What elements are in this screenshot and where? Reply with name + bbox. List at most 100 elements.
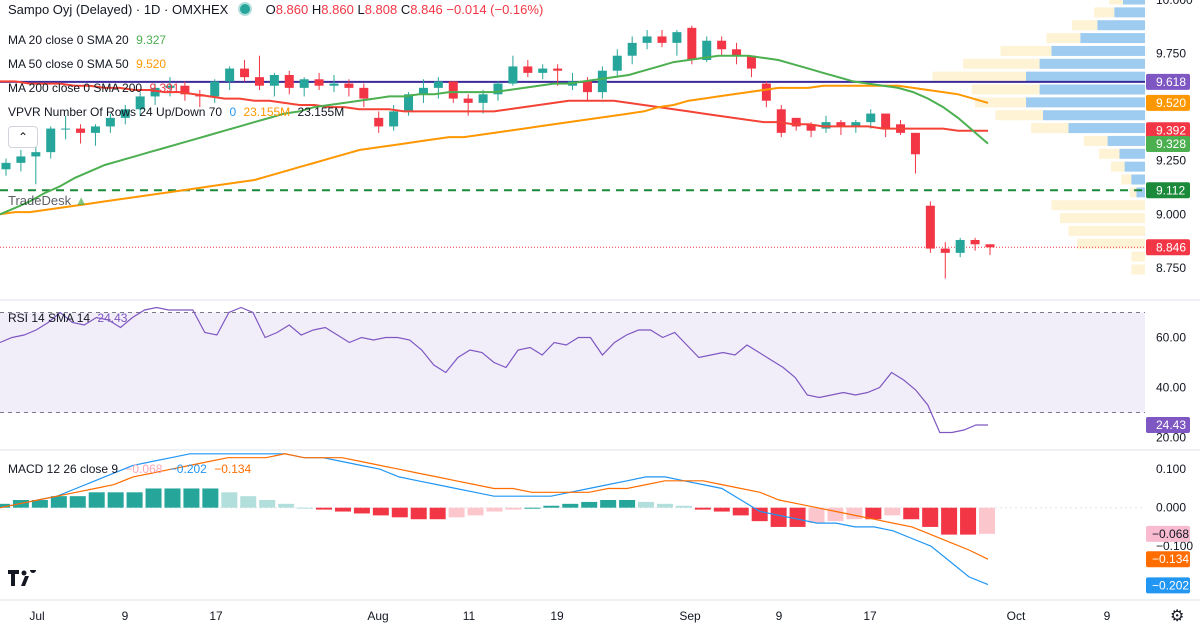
candle-body [791, 117, 801, 127]
rsi-label: RSI 14 SMA 14 [8, 311, 91, 325]
collapse-legend-button[interactable]: ⌃ [8, 126, 38, 148]
candle-body [746, 55, 756, 69]
candle-body [776, 109, 786, 133]
macd-histogram-bar [960, 507, 977, 535]
macd-signal-line [0, 453, 989, 560]
vpvr-up-bar [1107, 135, 1145, 146]
ma50-legend[interactable]: MA 50 close 0 SMA 50 9.520 [8, 56, 170, 72]
change-value: −0.014 (−0.16%) [446, 2, 544, 17]
candle-body [165, 85, 175, 88]
macd-histogram-bar [0, 503, 10, 508]
price-badge-text: 9.328 [1156, 137, 1186, 151]
price-badge [1146, 73, 1190, 90]
price-badge-text: 9.392 [1156, 123, 1186, 137]
tradedesk-label[interactable]: TradeDesk ▲ [8, 193, 88, 208]
macd-histogram-bar [789, 507, 806, 527]
macd-histogram-bar [694, 507, 711, 510]
macd-axis-label: −0.100 [1156, 539, 1193, 553]
vpvr-down-bar [1031, 123, 1069, 134]
macd-histogram-bar [543, 505, 560, 508]
candle-body [940, 248, 950, 253]
ma20-legend[interactable]: MA 20 close 0 SMA 20 9.327 [8, 32, 170, 48]
macd-line [0, 453, 989, 586]
macd-badge-text: −0.068 [1152, 527, 1189, 541]
ma20-line [0, 54, 989, 216]
ma200-legend[interactable]: MA 200 close 0 SMA 200 9.391 [8, 80, 183, 96]
candle-body [717, 40, 727, 50]
vpvr-up-bar [1043, 110, 1145, 121]
candle-body [955, 240, 965, 253]
vpvr-down-bar [1051, 200, 1145, 211]
close-label: C [400, 2, 411, 17]
vpvr-up-bar [1039, 58, 1145, 69]
macd-legend[interactable]: MACD 12 26 close 9 −0.068 −0.202 −0.134 [8, 461, 255, 477]
candle-body [493, 83, 503, 95]
vpvr-down-bar [1000, 45, 1052, 56]
macd-histogram-bar [638, 501, 655, 508]
candle-body [284, 75, 294, 88]
time-axis-label: Sep [679, 609, 701, 623]
candle-body [61, 128, 71, 130]
candle-body [135, 96, 145, 110]
macd-histogram-bar [808, 507, 825, 524]
macd-histogram-bar [429, 507, 446, 520]
market-status-icon [237, 2, 252, 16]
macd-histogram-bar [581, 501, 598, 508]
candle-body [985, 244, 995, 248]
tradingview-logo-icon[interactable] [8, 567, 38, 590]
macd-histogram-bar [770, 507, 787, 527]
vpvr-down-bar [963, 58, 1040, 69]
candle-body [180, 85, 190, 95]
ma200-line [0, 80, 988, 132]
time-axis-label: 19 [550, 609, 564, 623]
candle-body [374, 117, 384, 127]
candle-body [359, 87, 369, 99]
macd-histogram-bar [107, 492, 124, 508]
candle-body [821, 122, 831, 129]
macd-histogram-bar [903, 507, 920, 520]
candle-body [225, 68, 235, 82]
candle-body [150, 87, 160, 97]
vpvr-up-bar [1119, 148, 1145, 159]
vpvr-up-bar [1136, 187, 1145, 198]
candle-body [627, 42, 637, 56]
macd-histogram-bar [316, 507, 333, 510]
candle-body [910, 132, 920, 155]
vpvr-up-bar [1122, 0, 1145, 5]
price-badge-text: 8.846 [1156, 240, 1186, 254]
vpvr-legend[interactable]: VPVR Number Of Rows 24 Up/Down 70 0 23.1… [8, 104, 348, 120]
macd-histogram-bar [391, 507, 408, 518]
time-axis-label: 9 [122, 609, 129, 623]
macd-histogram-bar [164, 488, 181, 508]
high-value: 8.860 [321, 2, 354, 17]
macd-histogram-bar [619, 500, 636, 508]
macd-histogram-bar [334, 507, 351, 512]
macd-histogram-bar [713, 507, 730, 512]
macd-histogram-bar [259, 500, 276, 508]
vpvr-down-bar [1071, 20, 1098, 31]
macd-histogram-bar [751, 507, 768, 522]
candle-body [866, 113, 876, 123]
macd-histogram-bar [202, 488, 219, 508]
candle-body [687, 27, 697, 60]
rsi-legend[interactable]: RSI 14 SMA 14 24.43 [8, 310, 131, 326]
rsi-axis-label: 40.00 [1156, 381, 1186, 395]
price-axis-label: 10.000 [1156, 0, 1193, 7]
vpvr-down-bar [1121, 174, 1132, 185]
ma20-label: MA 20 close 0 SMA 20 [8, 33, 129, 47]
time-axis-label: 9 [1104, 609, 1111, 623]
price-badge [1146, 122, 1190, 139]
vpvr-down-bar [932, 71, 1026, 82]
triangle-up-icon: ▲ [74, 193, 88, 208]
vpvr-down-bar [1060, 213, 1145, 224]
candle-body [344, 83, 354, 88]
vpvr-up-bar [1080, 33, 1145, 44]
vpvr-up-bar [1026, 97, 1145, 108]
settings-gear-icon[interactable]: ⚙ [1170, 608, 1185, 625]
time-axis-label: 9 [776, 609, 783, 623]
symbol-title[interactable]: Sampo Oyj (Delayed) · 1D · OMXHEX [8, 2, 229, 17]
candle-body [523, 66, 533, 73]
candle-body [76, 128, 86, 133]
macd-histogram-bar [240, 496, 257, 508]
